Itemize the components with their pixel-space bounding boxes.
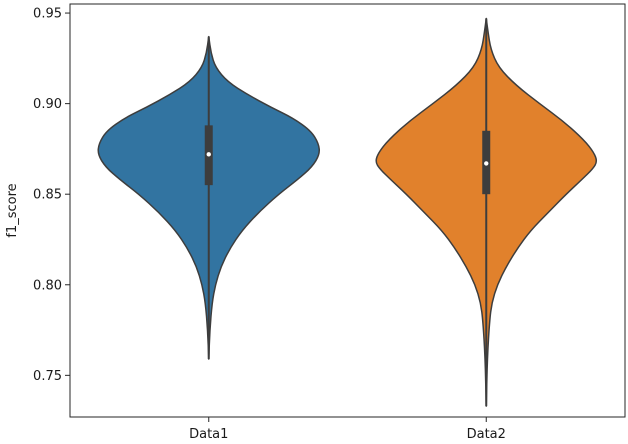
y-axis-label: f1_score — [5, 183, 20, 237]
plot-frame — [69, 3, 626, 418]
median-point-data1 — [206, 152, 211, 157]
y-axis: 0.75 0.80 0.85 0.90 0.95 — [33, 7, 70, 384]
x-tick-label: Data2 — [467, 427, 506, 442]
y-tick-label: 0.90 — [33, 97, 62, 112]
y-tick-label: 0.85 — [33, 188, 62, 203]
y-tick-label: 0.80 — [33, 278, 62, 293]
violins-layer — [97, 17, 598, 407]
x-axis: Data1 Data2 — [189, 417, 506, 442]
y-tick-label: 0.75 — [33, 369, 62, 384]
median-point-data2 — [484, 161, 489, 166]
y-tick-label: 0.95 — [33, 7, 62, 22]
x-tick-label: Data1 — [189, 427, 228, 442]
